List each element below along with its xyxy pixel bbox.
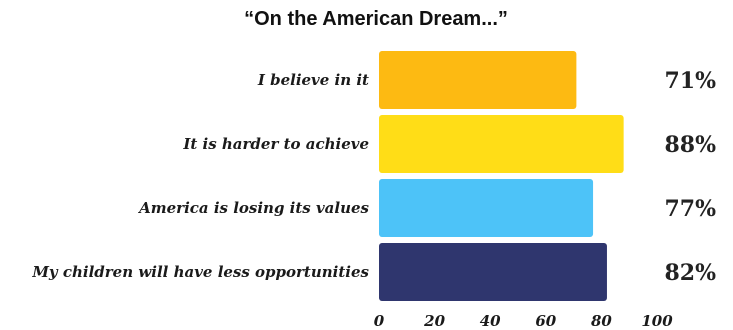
category-label-4: My children will have less opportunities [31, 263, 369, 281]
bars-layer [379, 51, 624, 301]
value-labels: 71% 88% 77% 82% [664, 68, 716, 286]
bar-3 [379, 179, 594, 237]
category-label-1: I believe in it [257, 71, 369, 89]
bar-4 [379, 243, 607, 301]
value-label-3: 77% [664, 196, 716, 222]
category-label-2: It is harder to achieve [182, 135, 369, 153]
x-tick-label-40: 40 [480, 312, 501, 330]
chart-title: “On the American Dream...” [244, 8, 508, 30]
x-axis-ticks: 0 20 40 60 80 100 [374, 312, 673, 330]
x-tick-label-100: 100 [641, 312, 673, 330]
value-label-1: 71% [664, 68, 716, 94]
category-labels: I believe in it It is harder to achieve Am… [31, 71, 369, 281]
value-label-4: 82% [664, 260, 716, 286]
x-tick-label-0: 0 [374, 312, 385, 330]
bar-2 [379, 115, 624, 173]
x-tick-label-60: 60 [535, 312, 556, 330]
category-label-3: America is losing its values [137, 199, 369, 217]
x-tick-label-20: 20 [423, 312, 445, 330]
value-label-2: 88% [664, 132, 716, 158]
x-tick-label-80: 80 [591, 312, 612, 330]
bar-1 [379, 51, 577, 109]
